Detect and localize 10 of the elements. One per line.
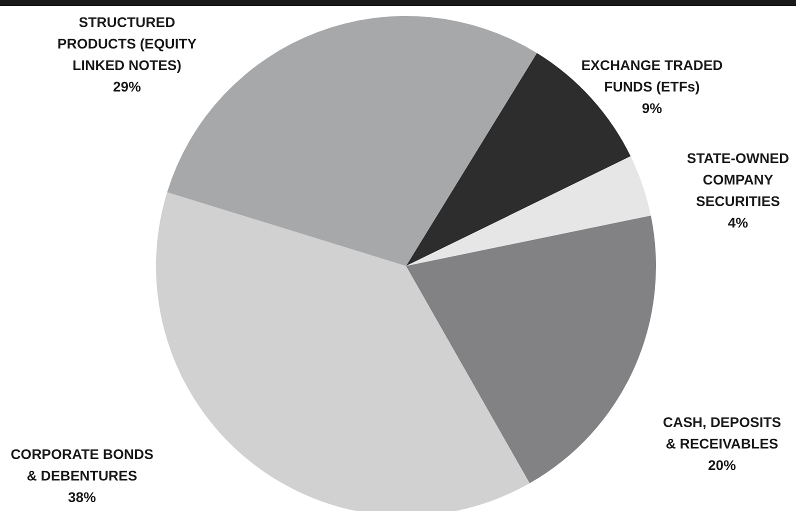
slice-label: CASH, DEPOSITS & RECEIVABLES	[662, 414, 782, 452]
data-label: 9%	[642, 100, 663, 116]
slice-label: EXCHANGE TRADED FUNDS (ETFs)	[581, 57, 723, 94]
data-label: 29%	[112, 78, 142, 94]
slice-label: STRUCTURED PRODUCTS (EQUITY LINKED NOTES)	[57, 14, 198, 73]
data-label: 4%	[728, 214, 749, 230]
data-label: 20%	[708, 457, 737, 473]
slice-label: STATE-OWNED COMPANY SECURITIES	[686, 150, 790, 209]
data-label: 38%	[68, 489, 97, 505]
slice-label: CORPORATE BONDS & DEBENTURES	[10, 446, 154, 484]
